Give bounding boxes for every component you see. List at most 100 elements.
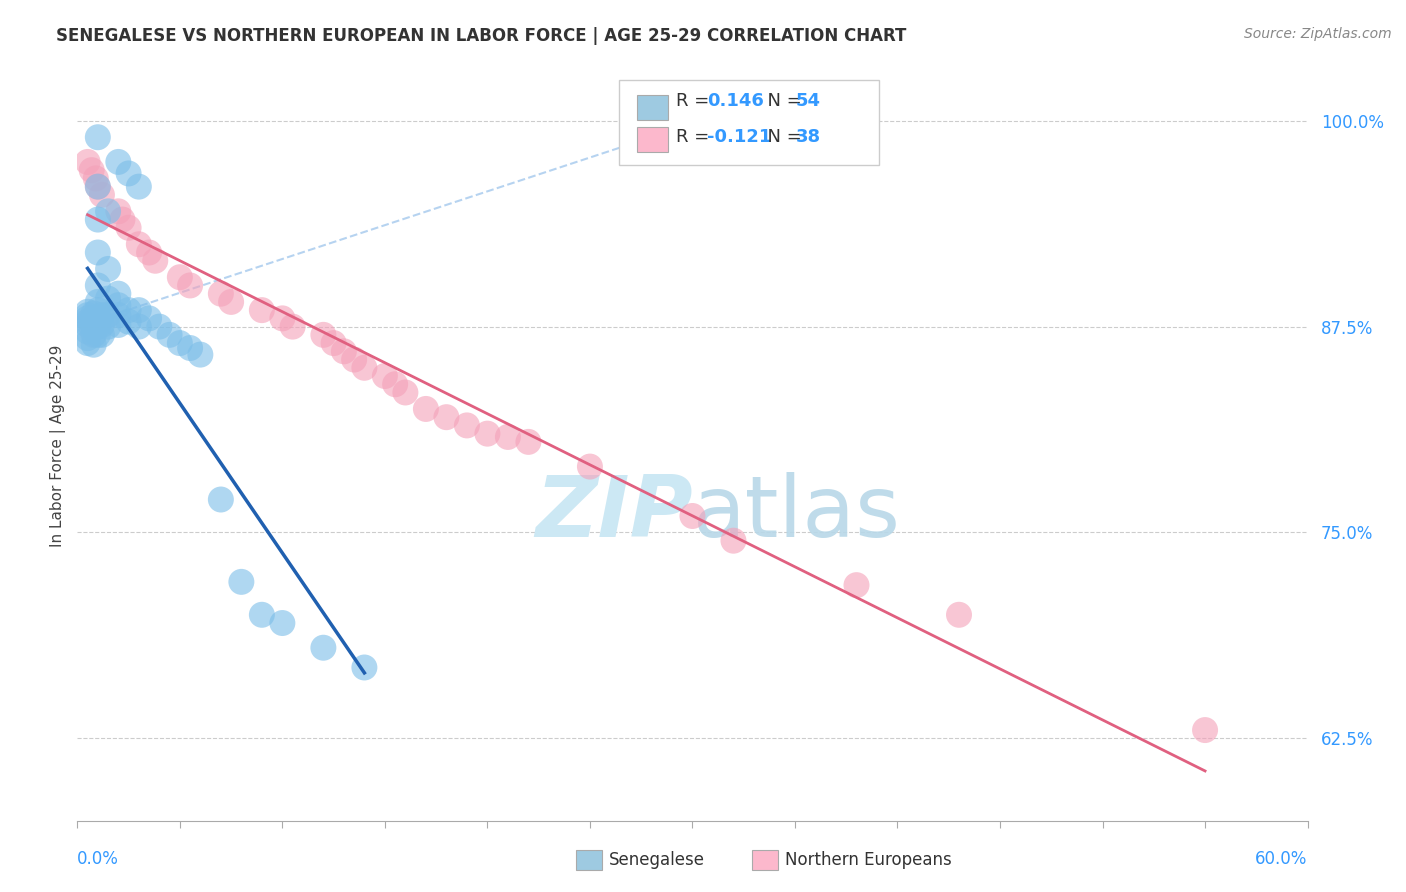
- Point: [97, 292, 120, 306]
- Point: [76, 155, 98, 169]
- Point: [117, 220, 139, 235]
- Point: [87, 245, 110, 260]
- Point: [117, 166, 139, 180]
- Point: [107, 155, 129, 169]
- Point: [87, 179, 110, 194]
- Point: [477, 426, 499, 441]
- Point: [188, 348, 212, 362]
- Point: [97, 319, 120, 334]
- Text: N =: N =: [756, 128, 808, 146]
- Point: [111, 212, 134, 227]
- Point: [87, 311, 110, 326]
- Point: [143, 253, 166, 268]
- Point: [209, 492, 232, 507]
- Point: [353, 660, 375, 674]
- Point: [87, 294, 110, 309]
- Text: Source: ZipAtlas.com: Source: ZipAtlas.com: [1244, 27, 1392, 41]
- Point: [76, 315, 98, 329]
- Point: [209, 286, 232, 301]
- Text: 0.0%: 0.0%: [77, 850, 120, 868]
- Point: [83, 306, 105, 320]
- Point: [107, 286, 129, 301]
- Point: [250, 303, 273, 318]
- Point: [179, 278, 201, 293]
- Point: [76, 308, 98, 322]
- Point: [281, 319, 304, 334]
- Point: [436, 410, 458, 425]
- Text: R =: R =: [676, 128, 716, 146]
- Point: [87, 303, 110, 318]
- Point: [179, 341, 201, 355]
- Point: [496, 430, 519, 444]
- Point: [517, 434, 540, 449]
- Text: Senegalese: Senegalese: [609, 851, 704, 869]
- Point: [76, 325, 98, 339]
- Point: [97, 308, 120, 322]
- Text: 0.146: 0.146: [707, 92, 763, 110]
- Point: [84, 171, 107, 186]
- Point: [128, 237, 150, 252]
- Point: [394, 385, 416, 400]
- Point: [107, 318, 129, 332]
- Point: [117, 303, 139, 318]
- Point: [87, 212, 110, 227]
- Point: [148, 319, 170, 334]
- Point: [90, 318, 114, 332]
- Point: [83, 327, 105, 342]
- Point: [948, 607, 970, 622]
- Text: atlas: atlas: [693, 472, 900, 555]
- Point: [845, 578, 868, 592]
- Point: [90, 327, 114, 342]
- Text: 38: 38: [796, 128, 821, 146]
- Point: [83, 337, 105, 351]
- Point: [343, 352, 366, 367]
- Point: [97, 262, 120, 277]
- Text: ZIP: ZIP: [534, 472, 693, 555]
- Point: [138, 311, 160, 326]
- Point: [333, 344, 356, 359]
- Point: [87, 130, 110, 145]
- Text: N =: N =: [756, 92, 808, 110]
- Point: [456, 418, 478, 433]
- Text: SENEGALESE VS NORTHERN EUROPEAN IN LABOR FORCE | AGE 25-29 CORRELATION CHART: SENEGALESE VS NORTHERN EUROPEAN IN LABOR…: [56, 27, 907, 45]
- Point: [312, 640, 335, 655]
- Point: [579, 459, 602, 474]
- Point: [107, 204, 129, 219]
- Point: [87, 319, 110, 334]
- Point: [138, 245, 160, 260]
- Point: [76, 331, 98, 345]
- Point: [128, 179, 150, 194]
- Point: [76, 311, 98, 326]
- Point: [169, 336, 191, 351]
- Point: [682, 508, 704, 523]
- Point: [107, 308, 129, 322]
- Point: [219, 294, 242, 309]
- Text: -0.121: -0.121: [707, 128, 772, 146]
- Point: [83, 311, 105, 326]
- Point: [80, 163, 103, 178]
- Point: [76, 318, 98, 332]
- Point: [415, 401, 437, 416]
- Point: [128, 319, 150, 334]
- Point: [87, 327, 110, 342]
- Point: [128, 303, 150, 318]
- Point: [322, 336, 344, 351]
- Point: [83, 319, 105, 334]
- Point: [271, 615, 294, 630]
- Point: [87, 278, 110, 293]
- Point: [90, 308, 114, 322]
- Point: [76, 336, 98, 351]
- Point: [231, 574, 253, 589]
- Point: [384, 377, 406, 392]
- Point: [250, 607, 273, 622]
- Point: [97, 204, 120, 219]
- Y-axis label: In Labor Force | Age 25-29: In Labor Force | Age 25-29: [51, 345, 66, 547]
- Text: R =: R =: [676, 92, 716, 110]
- Text: 54: 54: [796, 92, 821, 110]
- Point: [76, 305, 98, 319]
- Point: [87, 179, 110, 194]
- Text: 60.0%: 60.0%: [1256, 850, 1308, 868]
- Point: [169, 270, 191, 285]
- Point: [312, 327, 335, 342]
- Point: [1194, 723, 1216, 737]
